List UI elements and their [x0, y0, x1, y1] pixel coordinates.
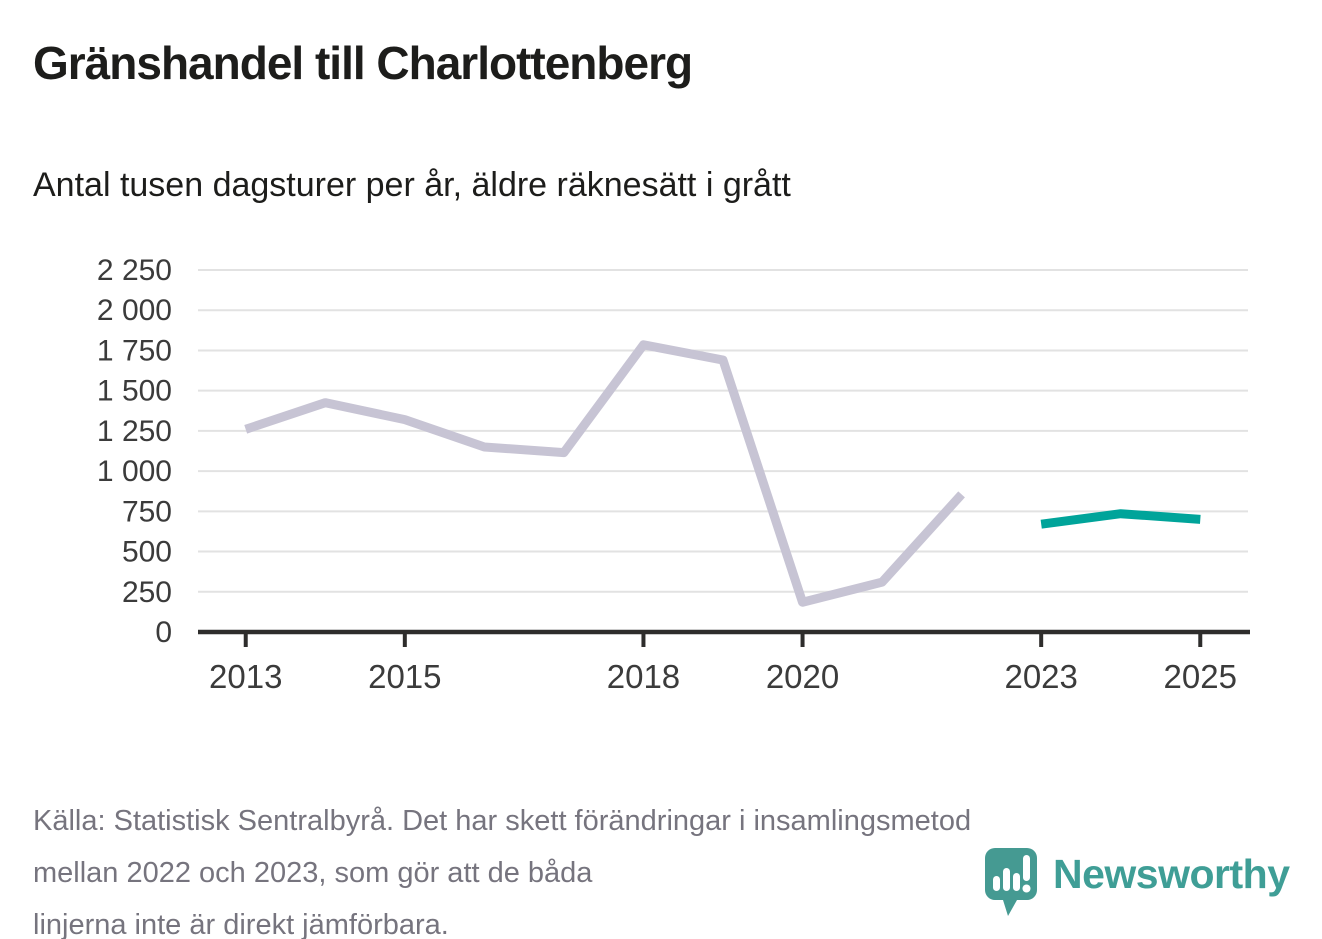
- y-tick-label: 0: [155, 616, 172, 649]
- series-line: [244, 340, 965, 607]
- x-tick-label: 2025: [1164, 658, 1237, 695]
- y-tick-label: 1 250: [97, 415, 172, 448]
- bar-chart-speech-bubble-icon: [985, 848, 1037, 916]
- x-tick-label: 2023: [1004, 658, 1077, 695]
- x-tick-label: 2018: [607, 658, 680, 695]
- y-tick-label: 750: [122, 495, 172, 528]
- x-tick-label: 2020: [766, 658, 839, 695]
- y-tick-label: 1 750: [97, 334, 172, 367]
- y-tick-label: 2 250: [97, 254, 172, 287]
- source-note-line: Källa: Statistisk Sentralbyrå. Det har s…: [33, 805, 972, 837]
- y-tick-label: 250: [122, 576, 172, 609]
- y-tick-label: 1 500: [97, 375, 172, 408]
- source-note-line: linjerna inte är direkt jämförbara.: [33, 909, 449, 939]
- newsworthy-logo: Newsworthy: [983, 846, 1290, 918]
- chart-title: Gränshandel till Charlottenberg: [33, 37, 693, 89]
- x-tick-label: 2013: [209, 658, 282, 695]
- source-note-line: mellan 2022 och 2023, som gör att de båd…: [33, 857, 593, 889]
- source-note: Källa: Statistisk Sentralbyrå. Det har s…: [33, 795, 971, 939]
- series-line: [1040, 509, 1201, 529]
- newsworthy-logo-text: Newsworthy: [1053, 851, 1290, 897]
- y-tick-label: 1 000: [97, 455, 172, 488]
- y-tick-label: 2 000: [97, 294, 172, 327]
- x-tick-label: 2015: [368, 658, 441, 695]
- y-tick-label: 500: [122, 536, 172, 569]
- chart-subtitle: Antal tusen dagsturer per år, äldre räkn…: [33, 166, 791, 204]
